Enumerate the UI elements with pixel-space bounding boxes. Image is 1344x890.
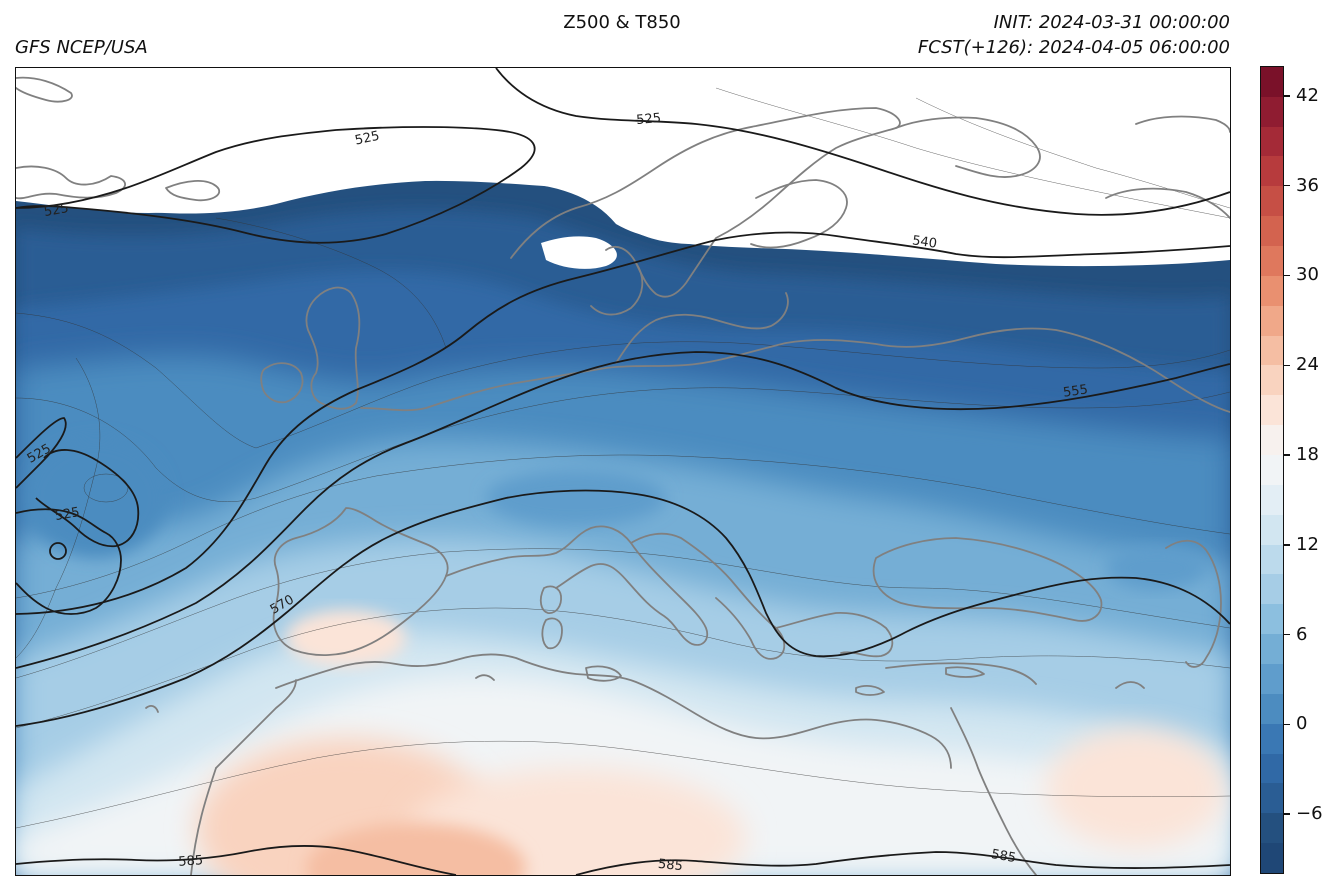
colorbar-step <box>1261 454 1283 485</box>
contour-525-low-outer <box>16 417 67 489</box>
colorbar-step <box>1261 425 1283 455</box>
colorbar-step <box>1261 156 1283 187</box>
colorbar-tick-label: 42 <box>1296 84 1319 106</box>
colorbar-tick-label: −6 <box>1296 803 1323 825</box>
colorbar-step <box>1261 126 1283 157</box>
map-title: Z500 & T850 <box>563 12 681 33</box>
contour-525-low-inner <box>35 449 140 548</box>
init-time-label: INIT: 2024-03-31 00:00:00 <box>993 12 1230 33</box>
contour-555 <box>16 351 1230 669</box>
colorbar-step <box>1261 723 1283 754</box>
contour-525-greenland <box>16 126 536 244</box>
weather-map: 525 525 525 525 525 540 555 570 585 585 … <box>16 68 1230 875</box>
colorbar-tick-label: 6 <box>1296 623 1308 645</box>
colorbar-tick <box>1284 633 1290 636</box>
contour-540 <box>16 231 1230 615</box>
colorbar-step <box>1261 843 1283 873</box>
colorbar-tick <box>1284 364 1290 366</box>
colorbar-step <box>1261 574 1283 605</box>
contour-label-525-b: 525 <box>636 111 662 128</box>
colorbar-tick <box>1284 95 1290 97</box>
colorbar-tick-label: 18 <box>1296 444 1319 466</box>
coastlines <box>16 76 1230 875</box>
colorbar-tick <box>1284 723 1290 726</box>
thin-contours <box>16 87 1230 829</box>
colorbar-tick-label: 12 <box>1296 533 1319 555</box>
colorbar-step <box>1261 216 1283 246</box>
contour-525-low-ring <box>16 508 122 615</box>
temp-white-scandinavia-gap <box>541 236 617 269</box>
temp-cool-patch-caspian <box>1106 546 1206 590</box>
colorbar-tick <box>1284 813 1290 815</box>
temperature-field <box>16 68 1230 875</box>
temp-warm-patch-sahara-hot <box>306 823 526 875</box>
temp-warm-patch-arabia <box>1046 728 1226 848</box>
model-source-label: GFS NCEP/USA <box>15 37 148 58</box>
contour-525-north <box>495 68 1230 216</box>
colorbar-step <box>1261 663 1283 694</box>
colorbar-step <box>1261 245 1283 276</box>
contour-label-525-a: 525 <box>354 129 381 149</box>
colorbar-steps <box>1261 67 1283 873</box>
temp-cool-patch-low <box>26 438 166 558</box>
colorbar-step <box>1261 514 1283 545</box>
temp-warm-patch-iberia <box>286 610 406 666</box>
colorbar-tick <box>1284 454 1290 456</box>
contour-label-540: 540 <box>911 233 938 251</box>
colorbar-tick <box>1284 185 1290 187</box>
colorbar-step <box>1261 813 1283 844</box>
contour-label-555: 555 <box>1062 382 1089 400</box>
colorbar-step <box>1261 96 1283 127</box>
colorbar-step <box>1261 275 1283 306</box>
colorbar-tick-label: 36 <box>1296 174 1319 196</box>
colorbar-step <box>1261 544 1283 575</box>
colorbar-step <box>1261 335 1283 366</box>
colorbar-step <box>1261 395 1283 426</box>
colorbar-step <box>1261 783 1283 814</box>
temp-cool-patch-alps <box>486 470 666 526</box>
colorbar-step <box>1261 305 1283 336</box>
map-panel: 525 525 525 525 525 540 555 570 585 585 … <box>15 67 1231 876</box>
contour-label-525-c: 525 <box>43 201 70 220</box>
contour-label-585-a: 585 <box>178 853 204 870</box>
colorbar-tick-label: 24 <box>1296 354 1319 376</box>
colorbar-tick <box>1284 274 1290 277</box>
contour-525-low-small <box>49 542 67 560</box>
colorbar-step <box>1261 67 1283 97</box>
colorbar-step <box>1261 634 1283 664</box>
forecast-time-label: FCST(+126): 2024-04-05 06:00:00 <box>917 37 1230 58</box>
colorbar-step <box>1261 365 1283 396</box>
colorbar-tick-label: 0 <box>1296 713 1308 735</box>
z500-contours <box>16 68 1230 875</box>
colorbar-tick-label: 30 <box>1296 264 1319 286</box>
temperature-colorbar <box>1260 66 1284 874</box>
colorbar-step <box>1261 484 1283 515</box>
contour-label-585-c: 585 <box>990 847 1017 866</box>
colorbar-step <box>1261 693 1283 724</box>
contour-570 <box>16 489 1230 727</box>
colorbar-step <box>1261 186 1283 217</box>
contour-label-585-b: 585 <box>657 857 683 875</box>
contour-label-525-e: 525 <box>54 505 81 524</box>
contour-585 <box>16 845 1230 875</box>
colorbar-tick <box>1284 544 1290 546</box>
colorbar-step <box>1261 753 1283 784</box>
colorbar-step <box>1261 604 1283 635</box>
temp-white-arctic-north <box>16 68 1230 267</box>
